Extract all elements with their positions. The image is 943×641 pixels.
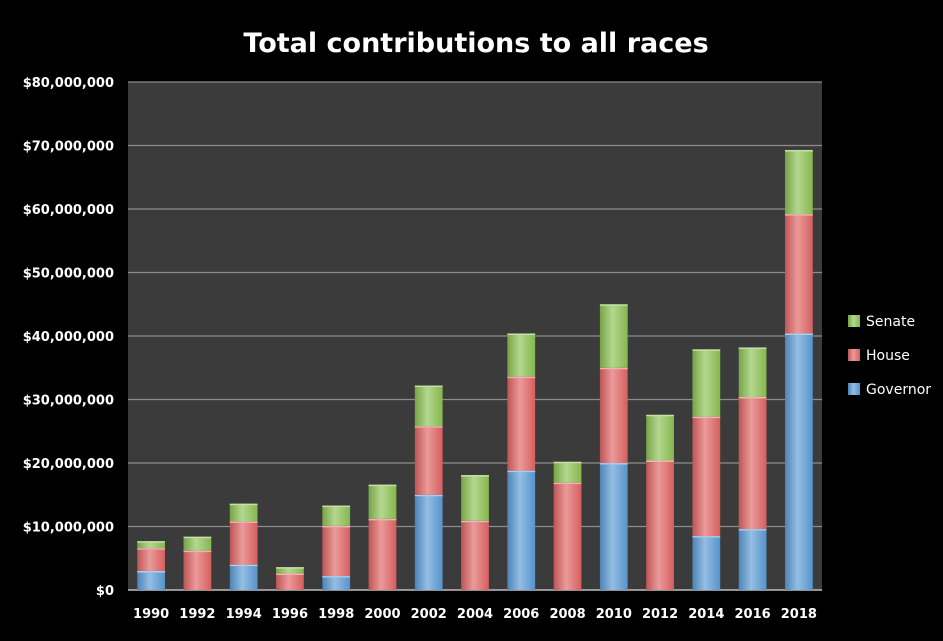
- bar-house-2018: [784, 214, 813, 334]
- bar-governor-2016: [738, 529, 767, 590]
- bar-senate-2018: [784, 149, 813, 215]
- bar-senate-2004: [461, 475, 489, 521]
- bar-governor-2018: [784, 333, 813, 590]
- bar-senate-2000: [368, 484, 397, 519]
- bar-senate-1996: [276, 567, 304, 574]
- bar-senate-2006: [507, 333, 536, 377]
- x-axis-tick-labels: 1990 1992 1994 1996 1998 2000 2002 2004 2006 2008…: [133, 607, 817, 622]
- x-tick-label: 1998: [318, 607, 354, 622]
- bar-senate-2002: [414, 385, 443, 427]
- y-tick-label: $10,000,000: [23, 521, 114, 536]
- y-tick-label: $0: [96, 584, 114, 599]
- bar-senate-1992: [183, 536, 212, 551]
- y-tick-label: $20,000,000: [23, 457, 114, 472]
- y-tick-label: $30,000,000: [23, 394, 114, 409]
- bar-governor-2006: [507, 470, 536, 590]
- x-tick-label: 2018: [781, 607, 817, 622]
- x-tick-label: 1996: [272, 607, 308, 622]
- bar-house-2000: [368, 518, 397, 590]
- y-tick-label: $50,000,000: [23, 267, 114, 282]
- bar-house-2008: [553, 482, 582, 590]
- bar-house-2012: [646, 460, 674, 590]
- legend-label-senate: Senate: [866, 314, 915, 330]
- y-axis-tick-labels: $0 $10,000,000 $20,000,000 $30,000,000 $40,0…: [23, 76, 114, 599]
- bar-senate-2016: [738, 347, 767, 397]
- x-tick-label: 2006: [503, 607, 539, 622]
- bar-senate-1990: [137, 541, 166, 549]
- x-tick-label: 1990: [133, 607, 169, 622]
- bar-senate-2010: [599, 304, 628, 368]
- chart-title: Total contributions to all races: [243, 28, 708, 59]
- x-tick-label: 2000: [364, 607, 400, 622]
- x-tick-label: 2008: [549, 607, 585, 622]
- bar-senate-2012: [646, 414, 674, 461]
- bar-governor-2010: [599, 463, 628, 590]
- bar-governor-2014: [692, 536, 721, 590]
- bar-house-2016: [738, 396, 767, 530]
- bar-house-1998: [322, 525, 351, 577]
- bar-house-1996: [276, 573, 304, 590]
- bar-house-1994: [229, 521, 258, 565]
- x-tick-label: 2016: [735, 607, 771, 622]
- legend-label-governor: Governor: [866, 382, 931, 398]
- legend-label-house: House: [866, 348, 910, 364]
- bar-house-2004: [461, 520, 489, 590]
- x-tick-label: 1994: [226, 607, 262, 622]
- x-tick-label: 1992: [179, 607, 215, 622]
- bar-governor-1998: [322, 576, 351, 590]
- bar-governor-1990: [137, 570, 166, 590]
- legend-swatch-governor: [848, 383, 860, 395]
- bar-house-2006: [507, 376, 536, 471]
- y-tick-label: $40,000,000: [23, 330, 114, 345]
- y-tick-label: $60,000,000: [23, 203, 114, 218]
- x-tick-label: 2012: [642, 607, 678, 622]
- bar-senate-2014: [692, 349, 721, 417]
- y-tick-label: $70,000,000: [23, 140, 114, 155]
- x-tick-label: 2014: [688, 607, 724, 622]
- bar-house-1990: [137, 548, 166, 571]
- x-tick-label: 2002: [411, 607, 447, 622]
- bar-senate-1998: [322, 505, 351, 526]
- bars: [137, 149, 813, 590]
- bar-senate-2008: [553, 461, 582, 483]
- legend-swatch-senate: [848, 315, 860, 327]
- y-tick-label: $80,000,000: [23, 76, 114, 91]
- legend-swatch-house: [848, 349, 860, 361]
- bar-senate-1994: [229, 503, 258, 522]
- bar-governor-2002: [414, 494, 443, 590]
- bar-governor-1994: [229, 564, 258, 590]
- bar-house-1992: [183, 550, 212, 590]
- x-tick-label: 2010: [596, 607, 632, 622]
- bar-house-2014: [692, 416, 721, 537]
- bar-house-2002: [414, 426, 443, 495]
- bar-house-2010: [599, 367, 628, 463]
- legend: Senate House Governor: [848, 314, 931, 398]
- x-tick-label: 2004: [457, 607, 493, 622]
